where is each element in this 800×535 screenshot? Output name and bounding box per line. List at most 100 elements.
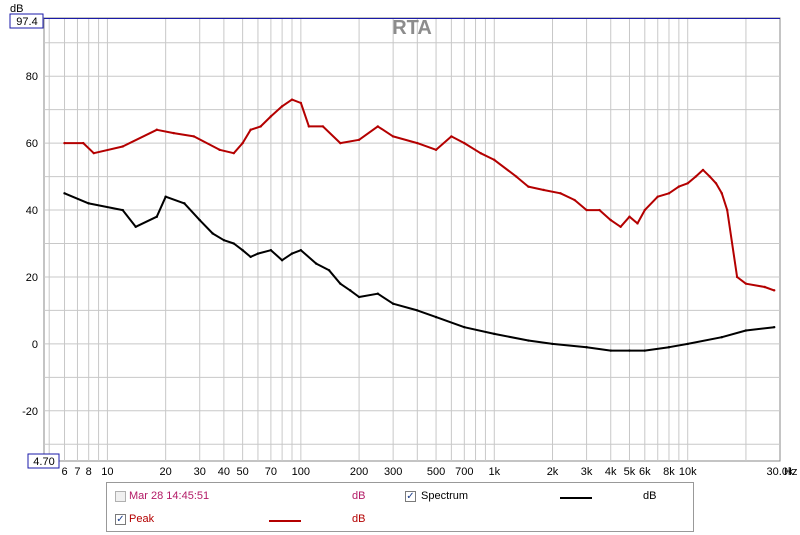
data-point-spectrum <box>198 218 201 222</box>
data-point-spectrum <box>357 295 361 299</box>
x-tick-label: 30 <box>194 466 206 478</box>
series-line-peak <box>64 98 775 292</box>
data-point-peak <box>585 208 588 212</box>
data-point-spectrum <box>299 249 303 252</box>
data-point-peak <box>677 185 681 188</box>
data-point-peak <box>667 192 671 195</box>
x-tick-label: 1k <box>488 466 500 478</box>
x-tick-label: 6 <box>61 466 67 478</box>
data-point-peak <box>92 151 95 155</box>
data-point-peak <box>357 138 361 141</box>
data-point-spectrum <box>349 289 352 292</box>
series-line-spectrum <box>64 192 775 352</box>
data-point-peak <box>773 289 776 292</box>
data-point-peak <box>280 105 284 108</box>
legend-peak-checkbox[interactable]: ✓ <box>115 514 126 525</box>
data-point-spectrum <box>744 329 748 332</box>
data-point-peak <box>636 222 639 225</box>
data-point-peak <box>434 148 438 152</box>
data-point-spectrum <box>269 249 273 252</box>
data-point-peak <box>619 225 622 228</box>
x-tick-label: 70 <box>265 466 277 478</box>
x-tick-label: 200 <box>350 466 368 478</box>
x-left-readout-box <box>27 453 60 469</box>
x-tick-label: 700 <box>455 466 473 478</box>
data-point-spectrum <box>280 259 284 262</box>
data-point-spectrum <box>327 269 331 272</box>
data-point-peak <box>542 188 545 192</box>
data-point-peak <box>744 282 748 285</box>
data-point-peak <box>643 208 646 212</box>
data-point-spectrum <box>720 336 723 339</box>
y-tick-label: 40 <box>26 205 38 217</box>
data-point-peak <box>463 141 466 145</box>
data-point-peak <box>259 125 262 128</box>
legend-item1-label: Mar 28 14:45:51 <box>129 490 210 502</box>
data-point-spectrum <box>249 255 252 259</box>
data-point-peak <box>249 128 252 131</box>
x-tick-label: 4k <box>605 466 617 478</box>
legend-spectrum-label: Spectrum <box>421 490 469 502</box>
data-point-peak <box>573 198 576 202</box>
data-point-spectrum <box>643 349 646 352</box>
data-point-spectrum <box>416 309 419 312</box>
legend-peak-label: Peak <box>129 513 155 525</box>
y-axis-label: dB <box>10 3 23 15</box>
data-point-spectrum <box>339 282 342 285</box>
data-point-peak <box>299 101 303 105</box>
y-tick-label: 20 <box>26 272 38 284</box>
y-top-readout-box <box>9 13 44 29</box>
y-tick-label: 0 <box>32 339 38 351</box>
data-point-peak <box>720 192 723 195</box>
x-tick-label: 20 <box>160 466 172 478</box>
check-icon: ✓ <box>116 514 125 525</box>
x-tick-label: 100 <box>292 466 310 478</box>
x-tick-label: 50 <box>237 466 249 478</box>
data-point-peak <box>339 141 342 145</box>
legend-spectrum-checkbox[interactable]: ✓ <box>405 491 416 502</box>
data-point-peak <box>155 128 159 131</box>
data-point-spectrum <box>183 202 186 205</box>
data-point-spectrum <box>667 346 671 349</box>
legend-spectrum-swatch <box>560 497 592 499</box>
data-point-spectrum <box>164 195 167 198</box>
data-point-peak <box>241 141 244 145</box>
legend-item1-unit: dB <box>352 490 366 502</box>
data-point-peak <box>628 215 631 218</box>
y-tick-label: 80 <box>26 71 38 83</box>
data-point-spectrum <box>63 192 66 195</box>
data-point-spectrum <box>155 215 159 218</box>
data-point-peak <box>450 135 453 138</box>
data-point-spectrum <box>376 292 380 295</box>
x-tick-label: 500 <box>427 466 445 478</box>
data-point-peak <box>686 182 689 185</box>
data-point-spectrum <box>87 202 90 205</box>
data-point-peak <box>493 158 496 162</box>
data-point-peak <box>376 125 380 128</box>
legend-peak-swatch <box>269 520 301 522</box>
legend-item1-checkbox[interactable] <box>115 491 126 502</box>
data-point-spectrum <box>493 332 496 336</box>
legend-spectrum-unit: dB <box>643 490 657 502</box>
data-point-spectrum <box>314 262 318 265</box>
data-point-spectrum <box>222 238 226 242</box>
data-point-spectrum <box>609 349 612 352</box>
data-point-peak <box>82 141 85 145</box>
x-tick-label: 10 <box>101 466 113 478</box>
data-point-spectrum <box>463 325 466 329</box>
legend-panel: Mar 28 14:45:51 dB ✓ Spectrum dB ✓ Peak … <box>106 482 694 532</box>
data-point-spectrum <box>256 252 260 255</box>
data-point-peak <box>321 125 325 128</box>
data-point-spectrum <box>211 232 214 235</box>
data-point-peak <box>609 218 612 222</box>
data-point-peak <box>656 195 659 198</box>
data-point-spectrum <box>391 302 395 305</box>
data-point-spectrum <box>628 349 631 352</box>
data-point-peak <box>763 285 766 289</box>
data-point-spectrum <box>585 346 588 349</box>
data-point-peak <box>232 151 235 155</box>
x-tick-label: 8 <box>86 466 92 478</box>
data-point-peak <box>527 185 530 188</box>
data-point-spectrum <box>527 339 530 342</box>
y-tick-label: -20 <box>22 406 38 418</box>
